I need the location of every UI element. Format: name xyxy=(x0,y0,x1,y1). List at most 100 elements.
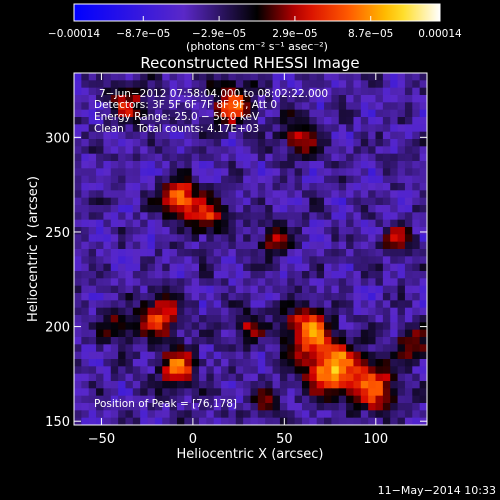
heatmap-cell xyxy=(235,285,244,294)
heatmap-cell xyxy=(88,329,97,338)
heatmap-cell xyxy=(368,205,376,213)
heatmap-cell xyxy=(404,307,413,316)
heatmap-cell xyxy=(257,175,266,184)
heatmap-cell xyxy=(353,271,362,279)
heatmap-cell xyxy=(279,403,288,411)
heatmap-cell xyxy=(206,241,215,250)
heatmap-cell xyxy=(272,161,281,169)
heatmap-cell xyxy=(125,205,134,213)
heatmap-cell xyxy=(404,278,413,287)
heatmap-cell xyxy=(419,344,427,353)
heatmap-cell xyxy=(221,278,229,287)
heatmap-cell xyxy=(221,212,229,221)
heatmap-cell xyxy=(250,234,259,243)
annotation-peak-position: Position of Peak = [76,178] xyxy=(94,398,237,410)
heatmap-cell xyxy=(390,351,398,360)
heatmap-cell xyxy=(243,300,251,309)
heatmap-cell xyxy=(206,146,215,155)
heatmap-cell xyxy=(419,249,427,257)
heatmap-cell xyxy=(118,351,126,360)
heatmap-cell xyxy=(265,139,273,147)
heatmap-cell xyxy=(162,124,170,133)
heatmap-cell xyxy=(353,285,362,294)
heatmap-cell xyxy=(338,190,347,199)
heatmap-cell xyxy=(265,388,273,397)
heatmap-cell xyxy=(176,212,185,221)
heatmap-cell xyxy=(375,146,384,155)
heatmap-cell xyxy=(235,403,244,411)
heatmap-cell xyxy=(74,219,82,228)
heatmap-cell xyxy=(294,212,303,221)
heatmap-cell xyxy=(412,381,421,389)
heatmap-cell xyxy=(301,373,310,382)
heatmap-cell xyxy=(81,95,90,103)
heatmap-cell xyxy=(140,381,148,389)
heatmap-cell xyxy=(279,161,288,169)
heatmap-cell xyxy=(265,219,273,228)
heatmap-cell xyxy=(419,117,427,125)
heatmap-cell xyxy=(221,146,229,155)
heatmap-cell xyxy=(272,344,281,353)
heatmap-cell xyxy=(294,131,303,140)
heatmap-cell xyxy=(390,80,398,89)
heatmap-cell xyxy=(375,285,384,294)
heatmap-cell xyxy=(206,87,215,96)
heatmap-cell xyxy=(338,395,347,404)
heatmap-cell xyxy=(147,146,156,155)
heatmap-cell xyxy=(235,300,244,309)
heatmap-cell xyxy=(338,124,347,133)
heatmap-cell xyxy=(140,219,148,228)
heatmap-cell xyxy=(287,227,296,235)
heatmap-cell xyxy=(147,117,156,125)
heatmap-cell xyxy=(390,271,398,279)
heatmap-cell xyxy=(110,337,119,345)
heatmap-cell xyxy=(331,139,340,147)
heatmap-cell xyxy=(103,161,112,169)
heatmap-cell xyxy=(404,73,413,81)
heatmap-cell xyxy=(191,109,200,118)
heatmap-cell xyxy=(169,73,178,81)
heatmap-cell xyxy=(316,388,325,397)
heatmap-cell xyxy=(191,131,200,140)
heatmap-cell xyxy=(132,388,141,397)
heatmap-cell xyxy=(287,183,296,191)
heatmap-cell xyxy=(162,73,170,81)
heatmap-cell xyxy=(184,293,193,301)
heatmap-cell xyxy=(221,161,229,169)
heatmap-cell xyxy=(309,315,318,323)
heatmap-cell xyxy=(154,124,163,133)
heatmap-cell xyxy=(88,410,97,419)
heatmap-cell xyxy=(382,351,391,360)
heatmap-cell xyxy=(368,373,376,382)
heatmap-cell xyxy=(301,388,310,397)
heatmap-cell xyxy=(301,395,310,404)
heatmap-cell xyxy=(375,139,384,147)
heatmap-cell xyxy=(154,271,163,279)
heatmap-cell xyxy=(118,285,126,294)
heatmap-cell xyxy=(125,73,134,81)
heatmap-cell xyxy=(132,278,141,287)
heatmap-cell xyxy=(132,95,141,103)
heatmap-cell xyxy=(184,403,193,411)
heatmap-cell xyxy=(382,153,391,162)
heatmap-cell xyxy=(191,73,200,81)
heatmap-cell xyxy=(235,212,244,221)
heatmap-cell xyxy=(375,307,384,316)
heatmap-cell xyxy=(206,234,215,243)
heatmap-cell xyxy=(140,190,148,199)
heatmap-cell xyxy=(250,285,259,294)
heatmap-cell xyxy=(140,315,148,323)
heatmap-cell xyxy=(191,278,200,287)
heatmap-cell xyxy=(184,388,193,397)
heatmap-cell xyxy=(257,263,266,272)
heatmap-cell xyxy=(243,293,251,301)
heatmap-cell xyxy=(294,366,303,375)
heatmap-cell xyxy=(368,219,376,228)
heatmap-cell xyxy=(250,87,259,96)
heatmap-cell xyxy=(118,373,126,382)
heatmap-cell xyxy=(213,190,222,199)
colorbar-gradient xyxy=(74,4,440,21)
heatmap-cell xyxy=(213,153,222,162)
heatmap-cell xyxy=(81,359,90,367)
heatmap-cell xyxy=(390,109,398,118)
